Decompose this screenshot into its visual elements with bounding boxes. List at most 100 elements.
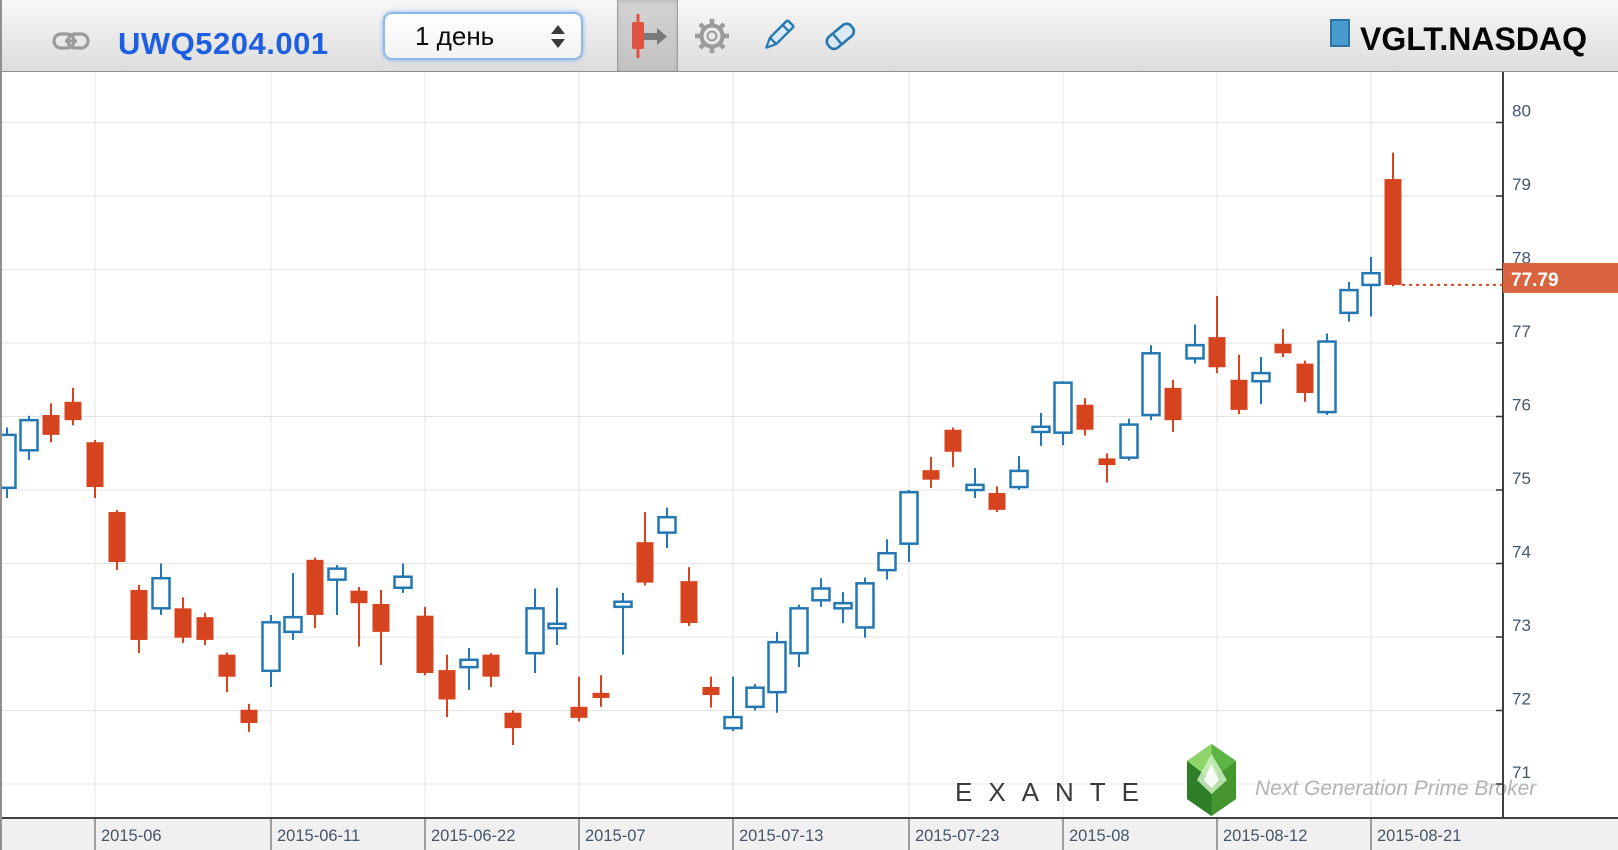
candle-28[interactable] (592, 675, 610, 707)
candle-63[interactable] (1361, 257, 1381, 317)
candle-1[interactable] (0, 427, 17, 499)
candle-body (1009, 469, 1029, 489)
candle-17[interactable] (350, 587, 368, 647)
candle-18[interactable] (372, 589, 390, 665)
candle-44[interactable] (944, 427, 962, 468)
candle-32[interactable] (680, 567, 698, 626)
y-tick-label: 73 (1512, 616, 1531, 635)
candle-25[interactable] (525, 588, 545, 674)
candle-45[interactable] (965, 467, 985, 499)
candle-19[interactable] (393, 563, 413, 593)
candle-body (1317, 340, 1337, 414)
draw-button[interactable] (752, 0, 804, 71)
candle-46[interactable] (988, 486, 1006, 513)
candle-23[interactable] (482, 653, 500, 687)
candle-27[interactable] (570, 676, 588, 722)
candle-12[interactable] (240, 703, 258, 732)
candle-body (592, 692, 610, 699)
candle-64[interactable] (1384, 152, 1402, 287)
stepper-arrows-icon[interactable] (551, 24, 565, 48)
candle-body (151, 576, 171, 610)
candle-22[interactable] (459, 648, 479, 690)
candle-body (393, 575, 413, 590)
candle-7[interactable] (130, 584, 148, 654)
candle-9[interactable] (174, 597, 192, 643)
candle-body (174, 608, 192, 638)
candle-56[interactable] (1208, 295, 1226, 374)
candle-3[interactable] (42, 403, 60, 443)
candle-51[interactable] (1098, 453, 1116, 483)
candle-59[interactable] (1274, 329, 1292, 357)
candle-61[interactable] (1317, 333, 1337, 416)
candle-21[interactable] (438, 654, 456, 718)
pencil-icon (765, 19, 795, 49)
candle-53[interactable] (1141, 345, 1161, 421)
y-tick-label: 80 (1512, 102, 1531, 121)
stepper-up-icon[interactable] (551, 24, 565, 34)
candle-60[interactable] (1296, 360, 1314, 402)
candle-24[interactable] (504, 710, 522, 746)
window-left-edge (0, 0, 2, 850)
candle-48[interactable] (1031, 412, 1051, 446)
candle-58[interactable] (1251, 356, 1271, 405)
candle-16[interactable] (327, 564, 347, 615)
candle-50[interactable] (1076, 398, 1094, 436)
candle-39[interactable] (833, 592, 853, 624)
candle-26[interactable] (547, 587, 567, 646)
settings-button[interactable] (686, 0, 738, 71)
candle-42[interactable] (899, 490, 919, 563)
candle-57[interactable] (1230, 354, 1248, 415)
y-tick-label: 79 (1512, 175, 1531, 194)
candle-43[interactable] (922, 456, 940, 488)
axes: 71 72 73 74 75 76 77 78 79 80 2015-06 2015-06-11 201… (0, 72, 1618, 850)
candle-20[interactable] (416, 606, 434, 676)
candle-15[interactable] (306, 557, 324, 629)
link-icon[interactable] (52, 30, 90, 57)
erase-button[interactable] (812, 0, 868, 71)
candle-29[interactable] (613, 592, 633, 655)
stepper-down-icon[interactable] (551, 38, 565, 48)
candle-13[interactable] (261, 614, 281, 687)
candle-body (1251, 371, 1271, 383)
chart-area[interactable]: EXANTE Next Generation Prime Broker 71 72… (0, 72, 1618, 850)
candlestick-order-button[interactable] (617, 0, 678, 71)
candle-30[interactable] (636, 512, 654, 586)
x-tick-label: 2015-07-13 (739, 827, 823, 845)
candle-body (1384, 179, 1402, 285)
candle-49[interactable] (1053, 381, 1073, 446)
candle-2[interactable] (19, 415, 39, 460)
candle-body (767, 640, 787, 694)
candle-31[interactable] (657, 507, 677, 549)
instrument-id-link[interactable]: UWQ5204.001 (118, 26, 329, 61)
candle-54[interactable] (1164, 379, 1182, 432)
candle-14[interactable] (283, 573, 303, 640)
candle-34[interactable] (723, 676, 743, 732)
candle-10[interactable] (196, 612, 214, 646)
candle-41[interactable] (877, 539, 897, 580)
candle-47[interactable] (1009, 456, 1029, 490)
timeframe-select[interactable]: 1 день (383, 12, 583, 60)
candle-33[interactable] (702, 676, 720, 708)
candle-36[interactable] (767, 631, 787, 713)
candle-52[interactable] (1119, 418, 1139, 461)
candle-35[interactable] (745, 684, 765, 711)
candle-body (64, 401, 82, 421)
candle-62[interactable] (1339, 281, 1359, 322)
candle-5[interactable] (86, 440, 104, 499)
candle-body (86, 442, 104, 488)
candle-body (261, 621, 281, 673)
candle-40[interactable] (855, 577, 875, 638)
candle-body (702, 686, 720, 696)
candle-55[interactable] (1185, 324, 1205, 364)
candle-6[interactable] (108, 509, 126, 571)
candle-4[interactable] (64, 387, 82, 426)
candle-body (1274, 343, 1292, 354)
symbol-title: VGLT.NASDAQ (1360, 21, 1587, 57)
candle-body (1164, 387, 1182, 421)
candle-11[interactable] (218, 652, 236, 693)
candle-8[interactable] (151, 563, 171, 615)
candle-37[interactable] (789, 604, 809, 668)
candle-body (19, 418, 39, 452)
candle-38[interactable] (811, 578, 831, 607)
y-tick-label: 71 (1512, 763, 1531, 782)
